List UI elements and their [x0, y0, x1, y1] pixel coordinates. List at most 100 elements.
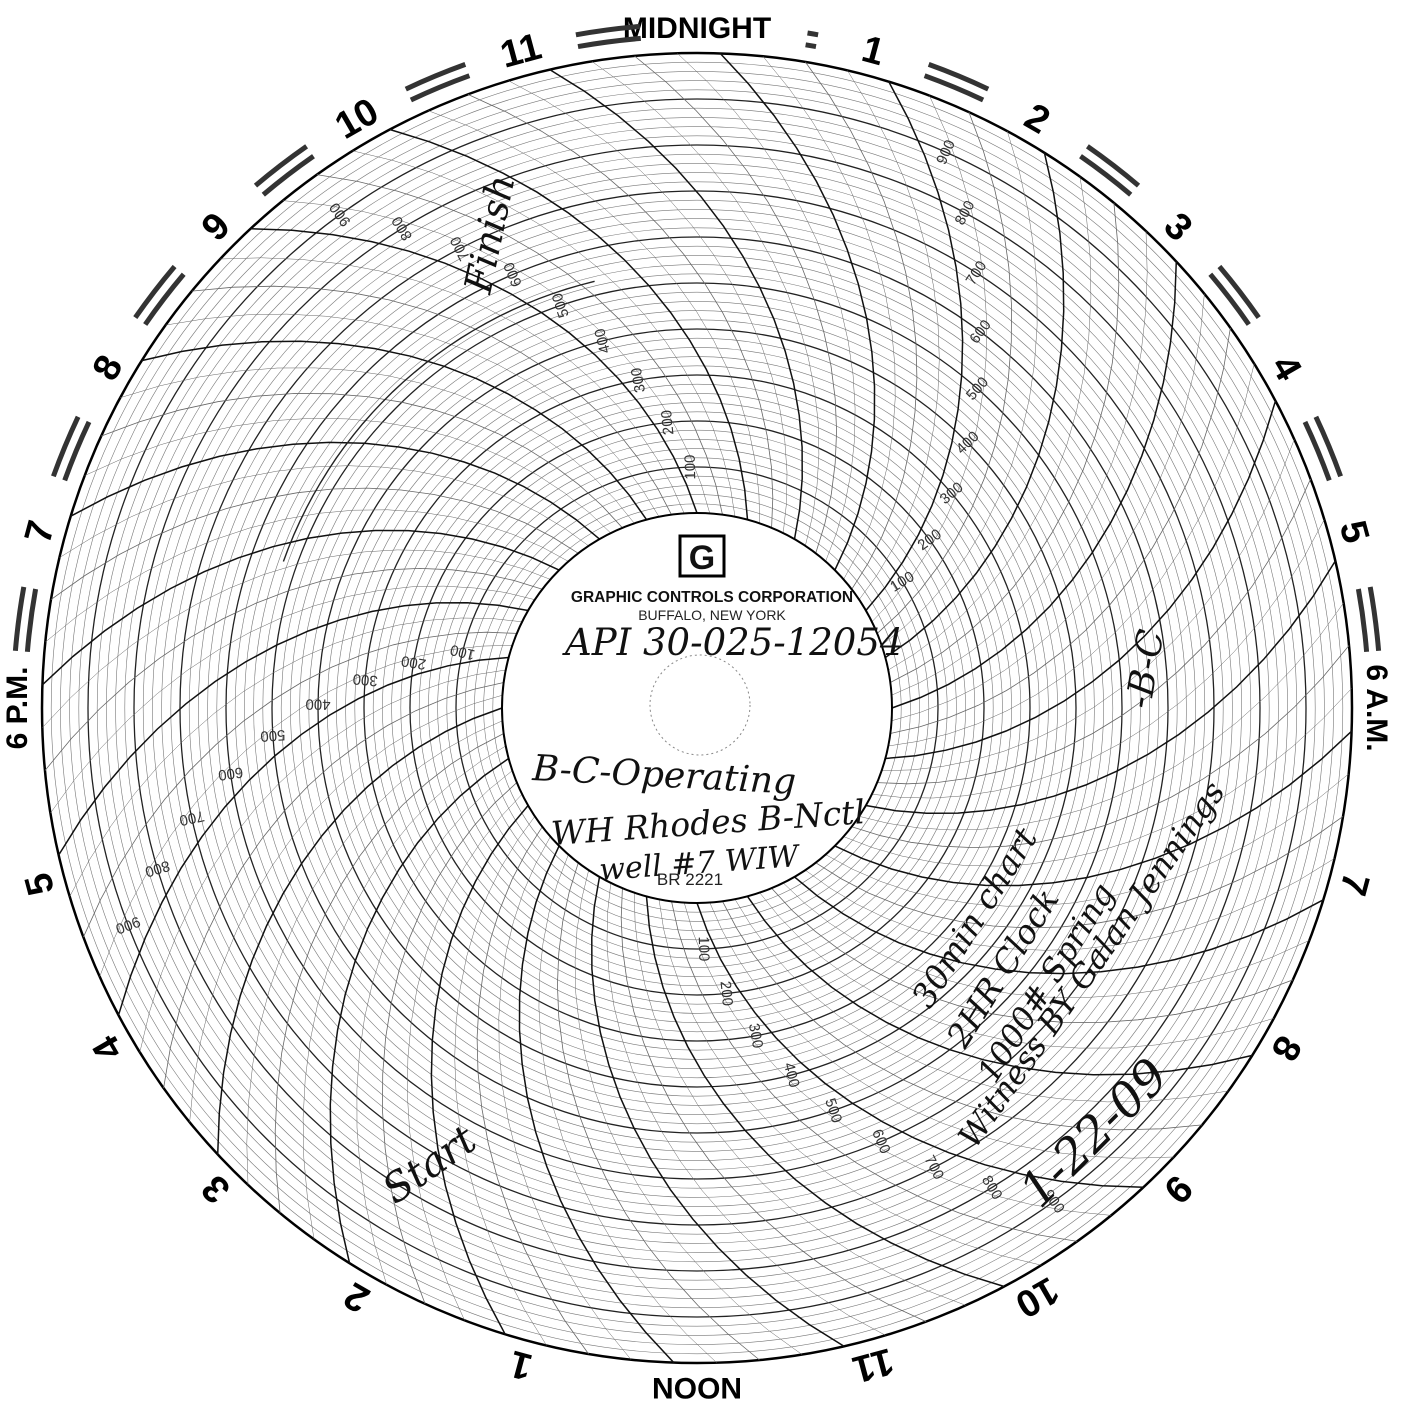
scale-label: 300 [937, 479, 967, 508]
value-circle-minor [69, 80, 1325, 1336]
time-arc-minor [762, 56, 896, 580]
center-hole [649, 654, 751, 756]
value-circle-minor [474, 485, 920, 931]
time-arc-minor [316, 174, 723, 515]
scale-label: 100 [682, 454, 700, 479]
value-circle-minor [115, 126, 1279, 1290]
night-band [12, 586, 27, 652]
value-circle-minor [492, 503, 902, 913]
time-arc-minor [538, 854, 717, 1363]
value-circle-minor [161, 172, 1233, 1244]
hour-label: 9 [1155, 1166, 1200, 1211]
hour-label: NOON [652, 1371, 742, 1404]
value-circle-minor [207, 218, 1187, 1198]
value-circle-major [455, 466, 939, 950]
time-arc-minor [606, 882, 886, 1336]
value-circle-minor [244, 255, 1150, 1161]
time-arc-minor [44, 567, 543, 771]
hour-label: 11 [848, 1339, 898, 1390]
value-circle-minor [124, 135, 1270, 1281]
center-hub [501, 512, 893, 904]
night-band [1079, 154, 1133, 197]
scale-label: 200 [400, 652, 427, 673]
value-circle-major [317, 328, 1077, 1088]
hour-label: 4 [85, 1028, 132, 1067]
scale-label: 900 [326, 199, 354, 229]
time-arc-minor [825, 773, 1349, 907]
value-circle-minor [336, 347, 1058, 1069]
night-band [133, 264, 177, 320]
time-arc-minor [352, 150, 736, 517]
value-circle-minor [354, 365, 1040, 1051]
value-circle-minor [152, 163, 1242, 1253]
time-arc-minor [467, 94, 774, 528]
time-arc-minor [191, 285, 672, 515]
scale-label: 600 [217, 763, 244, 783]
value-circle-minor [188, 199, 1206, 1217]
time-arc-minor [246, 720, 503, 1185]
scale-label: 600 [868, 1127, 893, 1157]
scale-label: 500 [260, 726, 286, 745]
time-arc-minor [888, 363, 1255, 747]
value-circle-major [271, 282, 1123, 1134]
night-band [1367, 586, 1382, 652]
night-band [1085, 144, 1141, 188]
time-arc-minor [851, 645, 1350, 849]
night-band [409, 73, 471, 103]
time-arc-minor [302, 745, 506, 1240]
value-circle-minor [446, 457, 948, 959]
value-circle-minor [308, 319, 1086, 1097]
hour-label: 9 [194, 205, 239, 250]
hour-label: 2 [1017, 96, 1056, 143]
value-circle-minor [78, 89, 1316, 1327]
hour-label: 8 [85, 348, 132, 387]
time-arc-minor [382, 782, 518, 1305]
time-arc-minor [139, 669, 506, 1053]
time-arc-minor [220, 257, 685, 514]
night-band [577, 35, 642, 50]
night-band [404, 62, 467, 92]
chart-number: BR 2221 [657, 870, 723, 889]
time-arc-minor [50, 487, 579, 600]
time-arc-hour [746, 895, 1253, 1076]
night-band [1355, 588, 1370, 653]
value-circle-minor [234, 245, 1160, 1171]
night-band [927, 62, 990, 92]
time-arc-hour [645, 896, 1005, 1288]
scale-label: 200 [658, 409, 677, 436]
hour-label: 2 [337, 1273, 376, 1320]
time-arc-minor [165, 313, 660, 517]
handwritten-initials: -B-C [1118, 627, 1172, 712]
scale-label: 300 [628, 366, 649, 394]
pen-trace [282, 280, 595, 562]
time-arc-minor [658, 899, 1042, 1266]
time-arc-minor [891, 231, 1148, 696]
scale-label: 400 [780, 1061, 803, 1089]
night-band [1302, 420, 1332, 482]
time-arc-hour [591, 876, 845, 1347]
time-arc-hour [41, 529, 560, 686]
time-arc-minor [282, 200, 711, 514]
scale-label: 500 [821, 1096, 845, 1125]
value-circle-minor [50, 61, 1344, 1355]
time-arc-hour [884, 152, 1065, 659]
handwritten-api: API 30-025-12054 [562, 621, 903, 664]
time-arc-hour [719, 52, 876, 571]
time-arc-hour [891, 261, 1178, 709]
value-circle-major [225, 236, 1169, 1180]
value-circle-minor [262, 273, 1132, 1143]
time-arc-minor [881, 439, 1295, 771]
time-arc-minor [83, 631, 517, 938]
hour-label: MIDNIGHT [623, 12, 771, 45]
time-arc-minor [871, 519, 1325, 799]
time-arc-minor [709, 902, 1174, 1159]
time-arc-minor [881, 131, 1038, 646]
time-arc-hour [250, 227, 698, 514]
scale-label: 800 [143, 857, 172, 880]
time-arc-minor [407, 794, 523, 1321]
scale-label: 500 [549, 291, 573, 320]
night-band [1313, 415, 1343, 478]
time-arc-minor [871, 95, 987, 622]
scale-label: 100 [448, 641, 476, 663]
